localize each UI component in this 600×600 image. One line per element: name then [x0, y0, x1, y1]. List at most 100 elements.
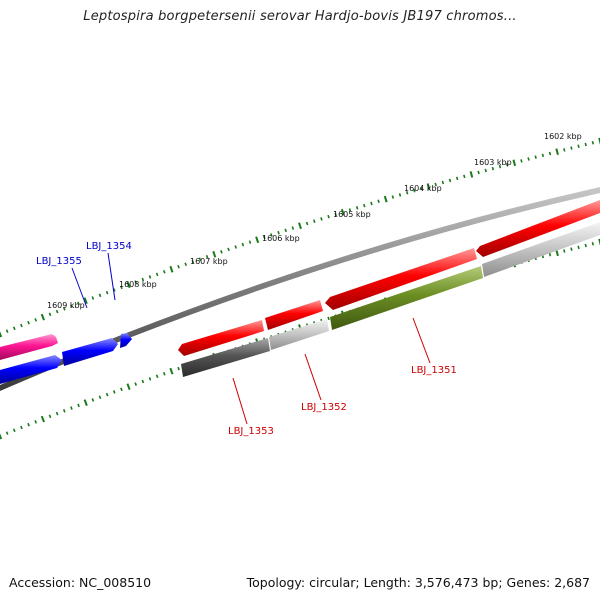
outer-ruler-major-tick — [512, 159, 517, 167]
gene-blue-left[interactable] — [0, 355, 62, 384]
ruler-label-1605: 1605 kbp — [333, 210, 371, 219]
outer-ruler-major-tick — [555, 148, 559, 156]
outer-ruler-minor-tick — [105, 290, 109, 295]
outer-ruler-minor-tick — [48, 312, 52, 317]
outer-ruler-minor-tick — [584, 142, 587, 147]
outer-ruler-minor-tick — [377, 199, 380, 204]
outer-ruler-minor-tick — [5, 329, 9, 333]
gene-label-lbj-1352[interactable]: LBJ_1352 — [301, 402, 347, 413]
inner-ruler-minor-tick — [162, 371, 166, 376]
outer-ruler-minor-tick — [191, 259, 195, 264]
outer-ruler-major-tick — [83, 297, 88, 305]
outer-ruler-minor-tick — [234, 245, 237, 249]
gene-light-gray-1[interactable] — [269, 319, 329, 350]
inner-ruler-minor-tick — [48, 414, 52, 419]
gene-blue-small-arrow[interactable] — [120, 333, 132, 348]
outer-ruler-minor-tick — [162, 270, 166, 274]
inner-ruler-major-tick — [598, 238, 600, 246]
ruler-label-1606: 1606 kbp — [262, 234, 300, 243]
chromosome-backbone — [0, 187, 600, 391]
inner-ruler-major-tick — [555, 249, 559, 257]
gene-light-gray-2[interactable] — [482, 222, 600, 277]
outer-ruler-major-tick — [169, 265, 174, 273]
ruler-label-1602: 1602 kbp — [544, 132, 582, 141]
outer-ruler-minor-tick — [355, 206, 359, 210]
outer-ruler-minor-tick — [120, 285, 123, 290]
gene-label-lbj-1353[interactable]: LBJ_1353 — [228, 426, 274, 437]
inner-ruler-minor-tick — [27, 422, 30, 427]
inner-ruler-minor-tick — [98, 395, 102, 400]
inner-ruler-minor-tick — [155, 374, 159, 379]
outer-ruler-minor-tick — [27, 320, 30, 325]
inner-ruler-minor-tick — [20, 425, 23, 430]
inner-ruler-minor-tick — [584, 243, 587, 248]
gene-lbj-1351-red[interactable] — [325, 248, 477, 310]
outer-ruler-minor-tick — [370, 201, 373, 206]
inner-ruler-minor-tick — [563, 249, 566, 253]
inner-ruler-minor-tick — [34, 420, 38, 424]
outer-ruler-minor-tick — [62, 307, 66, 311]
gene-lbj-1352-red[interactable] — [265, 300, 323, 330]
outer-ruler-major-tick — [0, 331, 3, 338]
forward-strand-genes — [0, 200, 600, 360]
gene-forward-red-right[interactable] — [476, 200, 600, 257]
inner-ruler-minor-tick — [327, 316, 330, 321]
outer-ruler-minor-tick — [577, 144, 580, 149]
inner-ruler-minor-tick — [177, 366, 180, 371]
outer-ruler-major-tick — [340, 208, 345, 216]
gene-lbj-1353-red[interactable] — [178, 320, 264, 356]
ruler-label-1607: 1607 kbp — [190, 257, 228, 266]
outer-ruler-major-tick — [383, 195, 388, 203]
ruler-labels: 1602 kbp 1603 kbp 1604 kbp 1605 kbp 1606… — [47, 132, 582, 310]
outer-ruler-minor-tick — [520, 159, 523, 163]
outer-ruler-minor-tick — [313, 219, 316, 223]
inner-ruler-minor-tick — [141, 379, 145, 384]
gene-label-lbj-1355[interactable]: LBJ_1355 — [36, 256, 82, 267]
inner-ruler-major-tick — [83, 399, 88, 407]
outer-ruler-major-tick — [598, 137, 600, 145]
outer-ruler-minor-tick — [327, 214, 330, 219]
callout-lbj-1351 — [412, 317, 431, 364]
outer-ruler-major-tick — [40, 313, 45, 321]
inner-ruler-minor-tick — [5, 431, 9, 435]
ruler-label-1604: 1604 kbp — [404, 184, 442, 193]
ruler-label-1609: 1609 kbp — [47, 301, 85, 310]
callout-lbj-1352 — [304, 353, 322, 401]
inner-ruler-minor-tick — [112, 390, 116, 394]
outer-ruler-minor-tick — [455, 176, 459, 181]
outer-ruler-minor-tick — [413, 188, 416, 193]
inner-ruler-minor-tick — [134, 382, 138, 386]
gene-lbj-1355-pink[interactable] — [0, 334, 58, 360]
outer-ruler-minor-tick — [505, 162, 509, 167]
outer-ruler-minor-tick — [405, 191, 409, 195]
outer-ruler-minor-tick — [441, 180, 445, 185]
gene-label-lbj-1354[interactable]: LBJ_1354 — [86, 241, 132, 252]
label-callouts — [71, 252, 431, 425]
outer-ruler-minor-tick — [70, 304, 73, 308]
outer-ruler-minor-tick — [420, 186, 423, 191]
outer-ruler-minor-tick — [591, 141, 595, 145]
outer-ruler-minor-tick — [320, 217, 323, 221]
outer-ruler-minor-tick — [527, 157, 530, 161]
inner-ruler-minor-tick — [70, 406, 73, 410]
callout-lbj-1354 — [107, 252, 116, 301]
inner-ruler-minor-tick — [105, 392, 109, 397]
inner-ruler-minor-tick — [570, 247, 573, 251]
inner-ruler-minor-tick — [91, 398, 95, 402]
outer-ruler-minor-tick — [398, 193, 402, 197]
outer-ruler-minor-tick — [363, 203, 366, 208]
outer-ruler-major-tick — [298, 222, 302, 230]
outer-ruler-minor-tick — [434, 182, 437, 187]
gene-lbj-1354-blue[interactable] — [62, 338, 118, 366]
inner-ruler-minor-tick — [12, 428, 16, 433]
gene-label-lbj-1351[interactable]: LBJ_1351 — [411, 365, 457, 376]
gene-olive[interactable] — [330, 266, 483, 330]
gene-dark-gray[interactable] — [181, 338, 270, 377]
inner-ruler-major-tick — [169, 367, 174, 375]
accession-text: Accession: NC_008510 — [9, 575, 152, 590]
outer-ruler-minor-tick — [77, 301, 80, 306]
map-title: Leptospira borgpetersenii serovar Hardjo… — [83, 9, 517, 24]
outer-ruler-minor-tick — [263, 235, 266, 240]
outer-ruler-minor-tick — [148, 275, 152, 279]
